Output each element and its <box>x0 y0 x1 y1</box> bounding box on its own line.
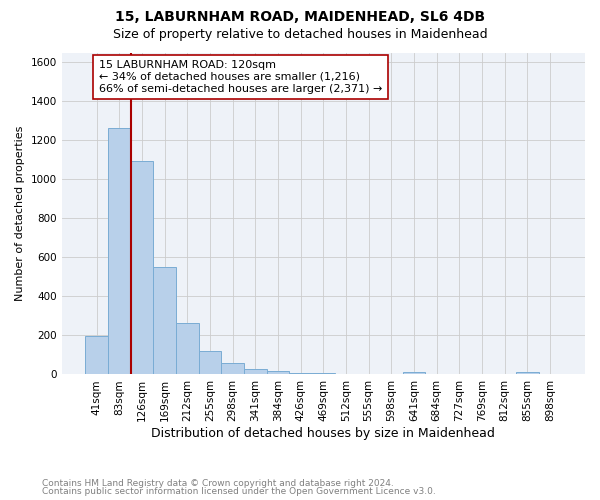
Bar <box>176 322 199 374</box>
Bar <box>85 336 108 374</box>
Bar <box>221 363 244 374</box>
Y-axis label: Number of detached properties: Number of detached properties <box>15 126 25 301</box>
Text: Size of property relative to detached houses in Maidenhead: Size of property relative to detached ho… <box>113 28 487 41</box>
Bar <box>244 368 266 374</box>
Bar <box>516 372 539 374</box>
Bar <box>154 268 176 374</box>
Bar <box>266 370 289 374</box>
Text: Contains HM Land Registry data © Crown copyright and database right 2024.: Contains HM Land Registry data © Crown c… <box>42 478 394 488</box>
Bar <box>199 351 221 374</box>
Bar <box>108 128 131 374</box>
Text: Contains public sector information licensed under the Open Government Licence v3: Contains public sector information licen… <box>42 487 436 496</box>
Bar <box>289 372 312 374</box>
Bar <box>131 161 154 374</box>
X-axis label: Distribution of detached houses by size in Maidenhead: Distribution of detached houses by size … <box>151 427 495 440</box>
Bar <box>403 372 425 374</box>
Text: 15, LABURNHAM ROAD, MAIDENHEAD, SL6 4DB: 15, LABURNHAM ROAD, MAIDENHEAD, SL6 4DB <box>115 10 485 24</box>
Text: 15 LABURNHAM ROAD: 120sqm
← 34% of detached houses are smaller (1,216)
66% of se: 15 LABURNHAM ROAD: 120sqm ← 34% of detac… <box>98 60 382 94</box>
